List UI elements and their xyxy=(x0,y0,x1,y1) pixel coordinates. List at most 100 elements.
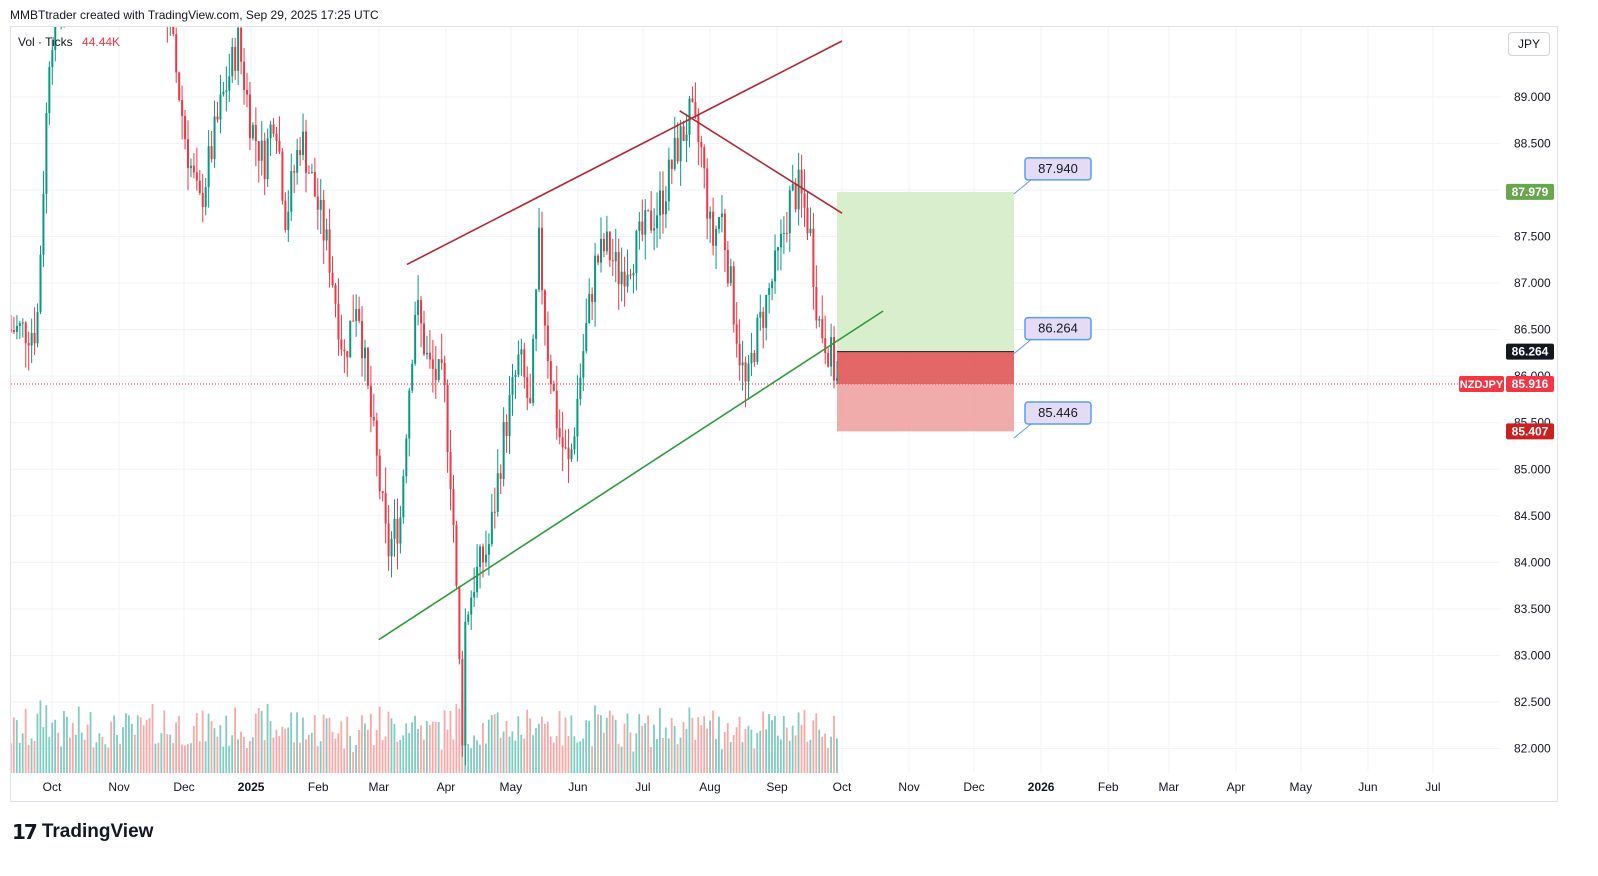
x-tick-label: Jul xyxy=(635,780,650,794)
x-tick-label: Mar xyxy=(368,780,389,794)
candle-body xyxy=(225,90,228,92)
volume-bar xyxy=(514,740,517,773)
volume-bar xyxy=(529,718,531,773)
volume-bar xyxy=(243,736,245,773)
volume-bar xyxy=(122,727,124,773)
volume-bar xyxy=(623,723,626,773)
stop-axis-label xyxy=(1506,423,1554,440)
trendline-ascending-support[interactable] xyxy=(378,310,884,641)
volume-bar xyxy=(231,735,234,773)
candle-body xyxy=(564,447,567,449)
candle-body xyxy=(313,171,316,197)
volume-bar xyxy=(836,738,838,773)
candle-body xyxy=(496,473,499,512)
volume-bar xyxy=(263,740,266,773)
y-tick-label: 84.500 xyxy=(1514,509,1551,523)
volume-bar xyxy=(476,740,478,773)
candle-body xyxy=(653,228,656,231)
volume-bar xyxy=(794,735,797,773)
grid-lines xyxy=(11,27,1500,773)
volume-bar xyxy=(27,744,30,773)
volume-bar xyxy=(328,717,331,773)
volume-bar xyxy=(729,742,732,773)
volume-bar xyxy=(178,715,180,773)
volume-bar xyxy=(567,735,570,773)
volume-bar xyxy=(833,715,835,773)
candle-body xyxy=(296,150,299,173)
tradingview-logo[interactable]: 𝟭𝟳 TradingView xyxy=(12,820,153,844)
x-tick-label: Aug xyxy=(699,780,720,794)
candle-body xyxy=(461,659,464,746)
candle-body xyxy=(552,384,555,391)
candle-body xyxy=(402,476,405,518)
volume-bar xyxy=(706,728,708,773)
volume-bar xyxy=(369,713,372,773)
volume-bar xyxy=(107,747,110,773)
candle-body xyxy=(278,140,281,152)
candle-body xyxy=(620,271,623,285)
candle-body xyxy=(243,61,246,90)
stop-axis-label-text: 85.407 xyxy=(1512,424,1549,438)
volume-bar xyxy=(482,723,484,773)
candle-body xyxy=(700,142,703,148)
volume-bar xyxy=(24,708,27,773)
volume-bar xyxy=(378,706,381,773)
position-zones xyxy=(837,191,1014,432)
stop-callout[interactable] xyxy=(1024,401,1092,425)
candle-body xyxy=(611,260,614,262)
candle-body xyxy=(411,363,414,391)
x-tick-label: Jun xyxy=(1358,780,1377,794)
volume-bar xyxy=(428,724,431,773)
volume-bar xyxy=(718,716,720,773)
candle-body xyxy=(24,322,27,344)
volume-bar xyxy=(405,723,408,773)
volume-bar xyxy=(130,723,133,773)
target-callout[interactable] xyxy=(1024,157,1092,181)
stop-zone[interactable] xyxy=(837,383,1014,432)
candle-body xyxy=(493,511,496,513)
volume-bar xyxy=(434,721,437,773)
volume-bar xyxy=(136,715,139,773)
volume-bar xyxy=(425,721,428,773)
volume-bar xyxy=(694,739,697,773)
candle-body xyxy=(237,27,240,71)
target-zone[interactable] xyxy=(837,191,1014,352)
entry-axis-label-text: 86.264 xyxy=(1512,345,1549,359)
candle-body xyxy=(744,362,747,382)
candle-body xyxy=(187,139,189,169)
candle-body xyxy=(364,347,366,359)
volume-bar xyxy=(66,716,68,773)
candle-body xyxy=(502,422,505,479)
currency-button[interactable]: JPY xyxy=(1508,32,1550,56)
volume-bar xyxy=(632,751,635,773)
candle-body xyxy=(434,368,437,381)
volume-bar xyxy=(824,733,826,773)
candle-body xyxy=(369,385,372,418)
stop-zone-active[interactable] xyxy=(837,351,1014,384)
candle-body xyxy=(567,447,570,460)
candle-body xyxy=(198,180,201,193)
entry-callout[interactable] xyxy=(1024,316,1092,341)
trendline-channel-top[interactable] xyxy=(406,40,843,266)
volume-bar xyxy=(650,747,652,773)
volume-bar xyxy=(275,729,278,773)
candle-body xyxy=(641,221,644,235)
candle-body xyxy=(355,308,358,321)
target-callout-pointer xyxy=(1013,179,1032,195)
trendline-descending-resistance[interactable] xyxy=(679,110,843,214)
candle-body xyxy=(405,438,408,477)
candle-body xyxy=(582,351,585,378)
candle-body xyxy=(352,320,355,322)
volume-bar xyxy=(310,732,313,773)
volume-bar xyxy=(697,717,700,773)
volume-bar xyxy=(104,744,107,773)
volume-bar xyxy=(638,714,641,773)
candle-body xyxy=(18,323,21,326)
volume-bar xyxy=(753,748,756,773)
x-tick-label: Feb xyxy=(1098,780,1119,794)
candle-body xyxy=(372,417,375,421)
candle-body xyxy=(520,349,523,355)
volume-bar xyxy=(160,733,163,773)
candle-body xyxy=(782,232,785,234)
